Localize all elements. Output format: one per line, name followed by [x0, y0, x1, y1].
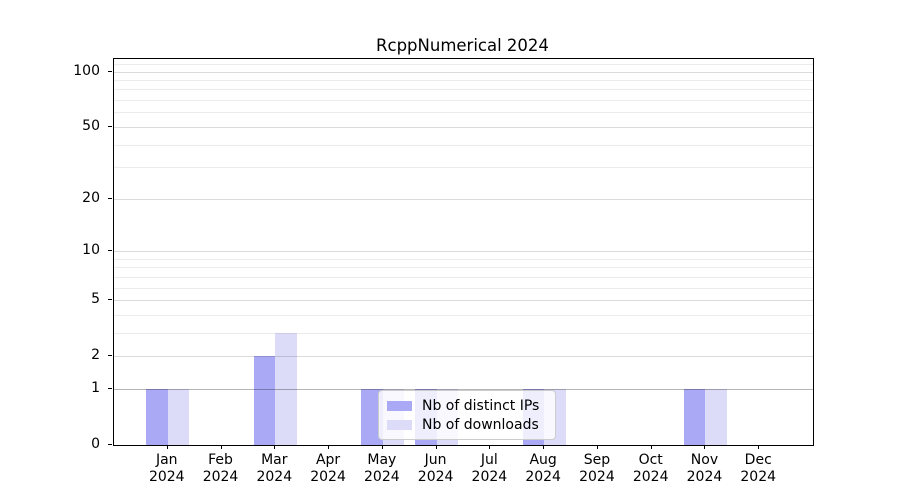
bar-distinct-ips-jan — [146, 388, 168, 445]
bar-distinct-ips-may — [361, 388, 383, 445]
chart-title: RcppNumerical 2024 — [376, 36, 549, 55]
minor-gridline — [114, 332, 813, 334]
y-axis-tick — [108, 250, 112, 251]
minor-gridline — [114, 80, 813, 81]
minor-gridline — [114, 100, 813, 102]
x-axis-tick-label: Apr 2024 — [310, 452, 346, 485]
major-gridline — [114, 251, 813, 252]
plot-area — [113, 58, 814, 446]
x-axis-tick-label: Jan 2024 — [148, 452, 185, 485]
minor-gridline — [114, 144, 813, 146]
x-axis-tick-label: Nov 2024 — [686, 452, 723, 485]
y-axis-tick — [108, 444, 112, 445]
x-axis-tick — [274, 445, 275, 449]
y-axis-tick-label: 0 — [91, 436, 100, 452]
y-axis-tick — [108, 126, 112, 127]
legend-swatch-distinct-ips — [387, 400, 412, 411]
legend: Nb of distinct IPs Nb of downloads — [378, 390, 556, 440]
y-axis-tick-label: 1 — [91, 379, 100, 396]
y-axis-tick — [108, 198, 112, 199]
legend-swatch-downloads — [387, 419, 412, 430]
x-axis-tick — [543, 445, 544, 449]
major-gridline — [114, 198, 813, 200]
y-axis-tick-label: 50 — [82, 117, 100, 134]
major-gridline — [114, 388, 813, 390]
y-axis-tick — [108, 299, 112, 300]
x-axis-tick — [758, 445, 759, 449]
legend-label-downloads: Nb of downloads — [422, 416, 539, 433]
y-axis-tick-label: 100 — [73, 62, 100, 79]
y-axis-tick-label: 2 — [91, 347, 100, 364]
y-axis-tick — [108, 355, 112, 356]
bar-downloads-jan — [167, 388, 190, 445]
legend-label-distinct-ips: Nb of distinct IPs — [422, 397, 540, 414]
y-axis-tick-label: 5 — [91, 291, 100, 308]
x-axis-tick-label: Dec 2024 — [740, 452, 777, 485]
x-axis-tick-label: Oct 2024 — [632, 452, 669, 485]
y-axis-tick — [108, 71, 112, 72]
x-axis-tick-label: Feb 2024 — [202, 452, 239, 485]
minor-gridline — [114, 267, 813, 269]
minor-gridline — [114, 314, 813, 316]
y-axis-tick — [108, 388, 112, 389]
x-axis-tick-label: Jul 2024 — [471, 452, 508, 485]
major-gridline — [114, 126, 813, 128]
bar-distinct-ips-nov — [683, 388, 706, 445]
x-axis-tick — [382, 445, 383, 449]
minor-gridline — [114, 89, 813, 91]
x-axis-tick — [489, 445, 490, 449]
x-axis-tick-label: Aug 2024 — [525, 452, 561, 485]
x-axis-tick-label: May 2024 — [364, 452, 400, 485]
minor-gridline — [114, 276, 813, 278]
major-gridline — [114, 356, 813, 358]
x-axis-tick — [167, 445, 168, 449]
minor-gridline — [114, 287, 813, 289]
x-axis-tick — [436, 445, 437, 449]
x-axis-tick — [221, 445, 222, 449]
major-gridline — [114, 71, 813, 73]
minor-gridline — [114, 63, 813, 65]
bar-downloads-nov — [705, 388, 727, 445]
bar-downloads-mar — [275, 332, 297, 445]
minor-gridline — [114, 167, 813, 169]
minor-gridline — [114, 112, 813, 114]
x-axis-tick-label: Jun 2024 — [417, 452, 454, 485]
legend-item-downloads: Nb of downloads — [387, 415, 548, 434]
x-axis-tick — [651, 445, 652, 449]
minor-gridline — [114, 258, 813, 260]
major-gridline — [114, 300, 813, 301]
x-axis-tick — [704, 445, 705, 449]
legend-item-distinct-ips: Nb of distinct IPs — [387, 396, 548, 415]
x-axis-tick — [328, 445, 329, 449]
x-axis-tick — [597, 445, 598, 449]
bar-distinct-ips-mar — [253, 356, 276, 445]
x-axis-tick-label: Mar 2024 — [256, 452, 293, 485]
y-axis-tick-label: 20 — [82, 189, 100, 206]
x-axis-tick-label: Sep 2024 — [579, 452, 615, 485]
y-axis-tick-label: 10 — [82, 241, 100, 258]
